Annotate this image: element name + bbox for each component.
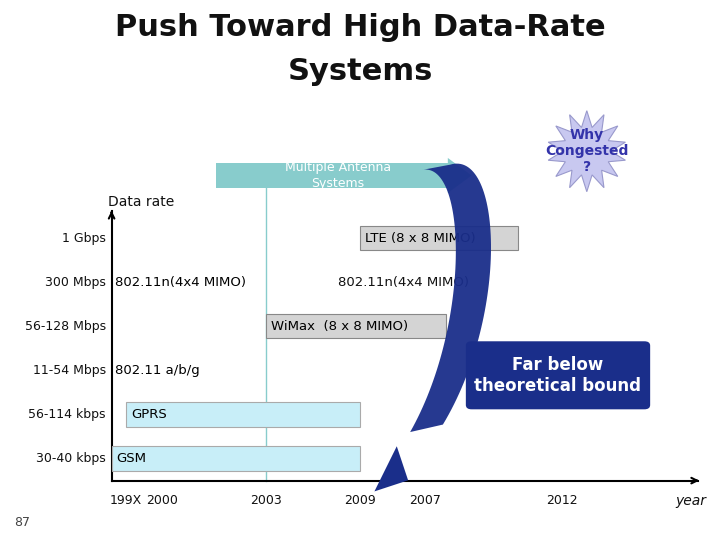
- Text: 199X: 199X: [110, 494, 142, 507]
- Text: LTE (8 x 8 MIMO): LTE (8 x 8 MIMO): [365, 232, 476, 245]
- Text: 2009: 2009: [344, 494, 376, 507]
- Text: Push Toward High Data-Rate: Push Toward High Data-Rate: [114, 14, 606, 43]
- Text: 1 Gbps: 1 Gbps: [62, 232, 106, 245]
- Text: Systems: Systems: [287, 57, 433, 86]
- Text: GPRS: GPRS: [131, 408, 167, 421]
- Text: 87: 87: [14, 516, 30, 529]
- Text: WiMax  (8 x 8 MIMO): WiMax (8 x 8 MIMO): [271, 320, 408, 333]
- Text: Multiple Antenna
Systems: Multiple Antenna Systems: [285, 161, 391, 190]
- Text: 30-40 kbps: 30-40 kbps: [36, 452, 106, 465]
- Text: 2007: 2007: [409, 494, 441, 507]
- Text: 56-114 kbps: 56-114 kbps: [28, 408, 106, 421]
- Text: 802.11 a/b/g: 802.11 a/b/g: [115, 364, 200, 377]
- Text: 2012: 2012: [546, 494, 577, 507]
- Text: 300 Mbps: 300 Mbps: [45, 275, 106, 289]
- Text: Far below
theoretical bound: Far below theoretical bound: [474, 356, 642, 395]
- Text: 2003: 2003: [251, 494, 282, 507]
- Text: 56-128 Mbps: 56-128 Mbps: [24, 320, 106, 333]
- Text: 2000: 2000: [146, 494, 178, 507]
- Text: 11-54 Mbps: 11-54 Mbps: [32, 364, 106, 377]
- Text: Why
Congested
?: Why Congested ?: [545, 128, 629, 174]
- Text: Data rate: Data rate: [108, 195, 174, 210]
- Text: year: year: [675, 494, 707, 508]
- Text: 802.11n(4x4 MIMO): 802.11n(4x4 MIMO): [338, 275, 469, 289]
- Text: GSM: GSM: [117, 452, 147, 465]
- Text: 802.11n(4x4 MIMO): 802.11n(4x4 MIMO): [115, 275, 246, 289]
